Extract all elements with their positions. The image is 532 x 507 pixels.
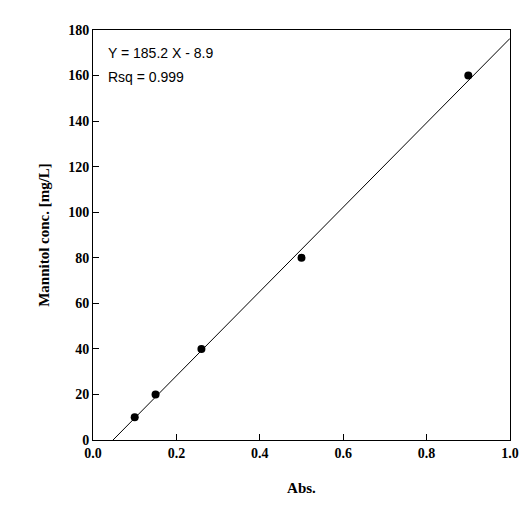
svg-text:80: 80	[75, 251, 89, 266]
svg-text:Abs.: Abs.	[287, 480, 316, 496]
svg-text:Rsq = 0.999: Rsq = 0.999	[108, 69, 184, 85]
svg-text:Y = 185.2 X - 8.9: Y = 185.2 X - 8.9	[108, 45, 213, 61]
svg-text:140: 140	[68, 114, 89, 129]
svg-text:20: 20	[75, 387, 89, 402]
svg-text:0.0: 0.0	[84, 446, 102, 461]
svg-text:40: 40	[75, 342, 89, 357]
svg-text:60: 60	[75, 296, 89, 311]
svg-text:120: 120	[68, 160, 89, 175]
svg-text:0.4: 0.4	[251, 446, 269, 461]
svg-text:1.0: 1.0	[501, 446, 519, 461]
svg-text:Mannitol conc. [mg/L]: Mannitol conc. [mg/L]	[36, 163, 52, 307]
svg-text:0.6: 0.6	[334, 446, 352, 461]
svg-text:0.8: 0.8	[418, 446, 436, 461]
svg-text:100: 100	[68, 205, 89, 220]
svg-text:160: 160	[68, 68, 89, 83]
svg-text:0.2: 0.2	[168, 446, 186, 461]
svg-text:180: 180	[68, 23, 89, 38]
svg-text:0: 0	[82, 433, 89, 448]
